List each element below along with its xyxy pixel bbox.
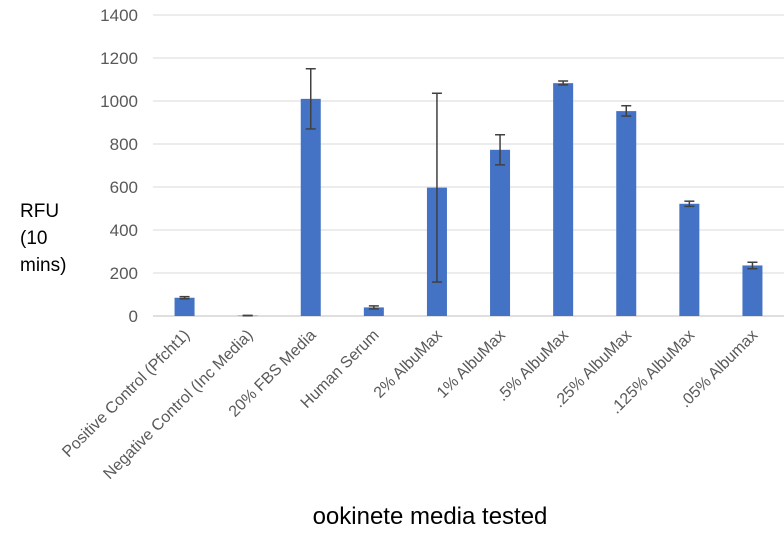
bar bbox=[174, 297, 195, 316]
y-tick-label: 1400 bbox=[100, 6, 138, 25]
y-tick-label: 0 bbox=[129, 307, 138, 326]
error-bar bbox=[747, 261, 758, 270]
grid-lines bbox=[153, 14, 784, 317]
y-axis-label-line-3: mins) bbox=[20, 255, 67, 276]
bar bbox=[553, 83, 574, 316]
x-axis-label: ookinete media tested bbox=[312, 503, 548, 530]
error-bar bbox=[179, 295, 190, 300]
bar bbox=[363, 307, 384, 316]
error-bars bbox=[179, 68, 758, 317]
y-tick-label: 1200 bbox=[100, 49, 138, 68]
y-axis-label-line-2: (10 bbox=[20, 228, 48, 249]
y-tick-label: 600 bbox=[110, 178, 138, 197]
bar bbox=[300, 98, 321, 316]
y-tick-label: 400 bbox=[110, 221, 138, 240]
y-tick-labels: 0 200 400 600 800 1000 1200 1400 bbox=[100, 6, 138, 326]
bar bbox=[742, 265, 763, 316]
error-bar bbox=[621, 104, 632, 117]
y-tick-label: 200 bbox=[110, 264, 138, 283]
bar bbox=[679, 203, 700, 316]
error-bar bbox=[305, 68, 316, 130]
y-tick-label: 800 bbox=[110, 135, 138, 154]
error-bar bbox=[684, 200, 695, 208]
error-bar bbox=[495, 134, 506, 166]
x-tick-label: Positive Control (Pfcht1) bbox=[59, 327, 193, 461]
y-axis-label: RFU (10 mins) bbox=[20, 198, 80, 279]
bar bbox=[490, 149, 511, 316]
error-bar bbox=[368, 305, 379, 310]
error-bar bbox=[431, 92, 442, 283]
bar bbox=[616, 111, 637, 316]
y-axis-label-line-1: RFU bbox=[20, 201, 60, 222]
bars bbox=[174, 83, 763, 317]
y-tick-label: 1000 bbox=[100, 92, 138, 111]
x-tick-labels: Positive Control (Pfcht1)Negative Contro… bbox=[59, 327, 761, 483]
error-bar bbox=[558, 80, 569, 86]
